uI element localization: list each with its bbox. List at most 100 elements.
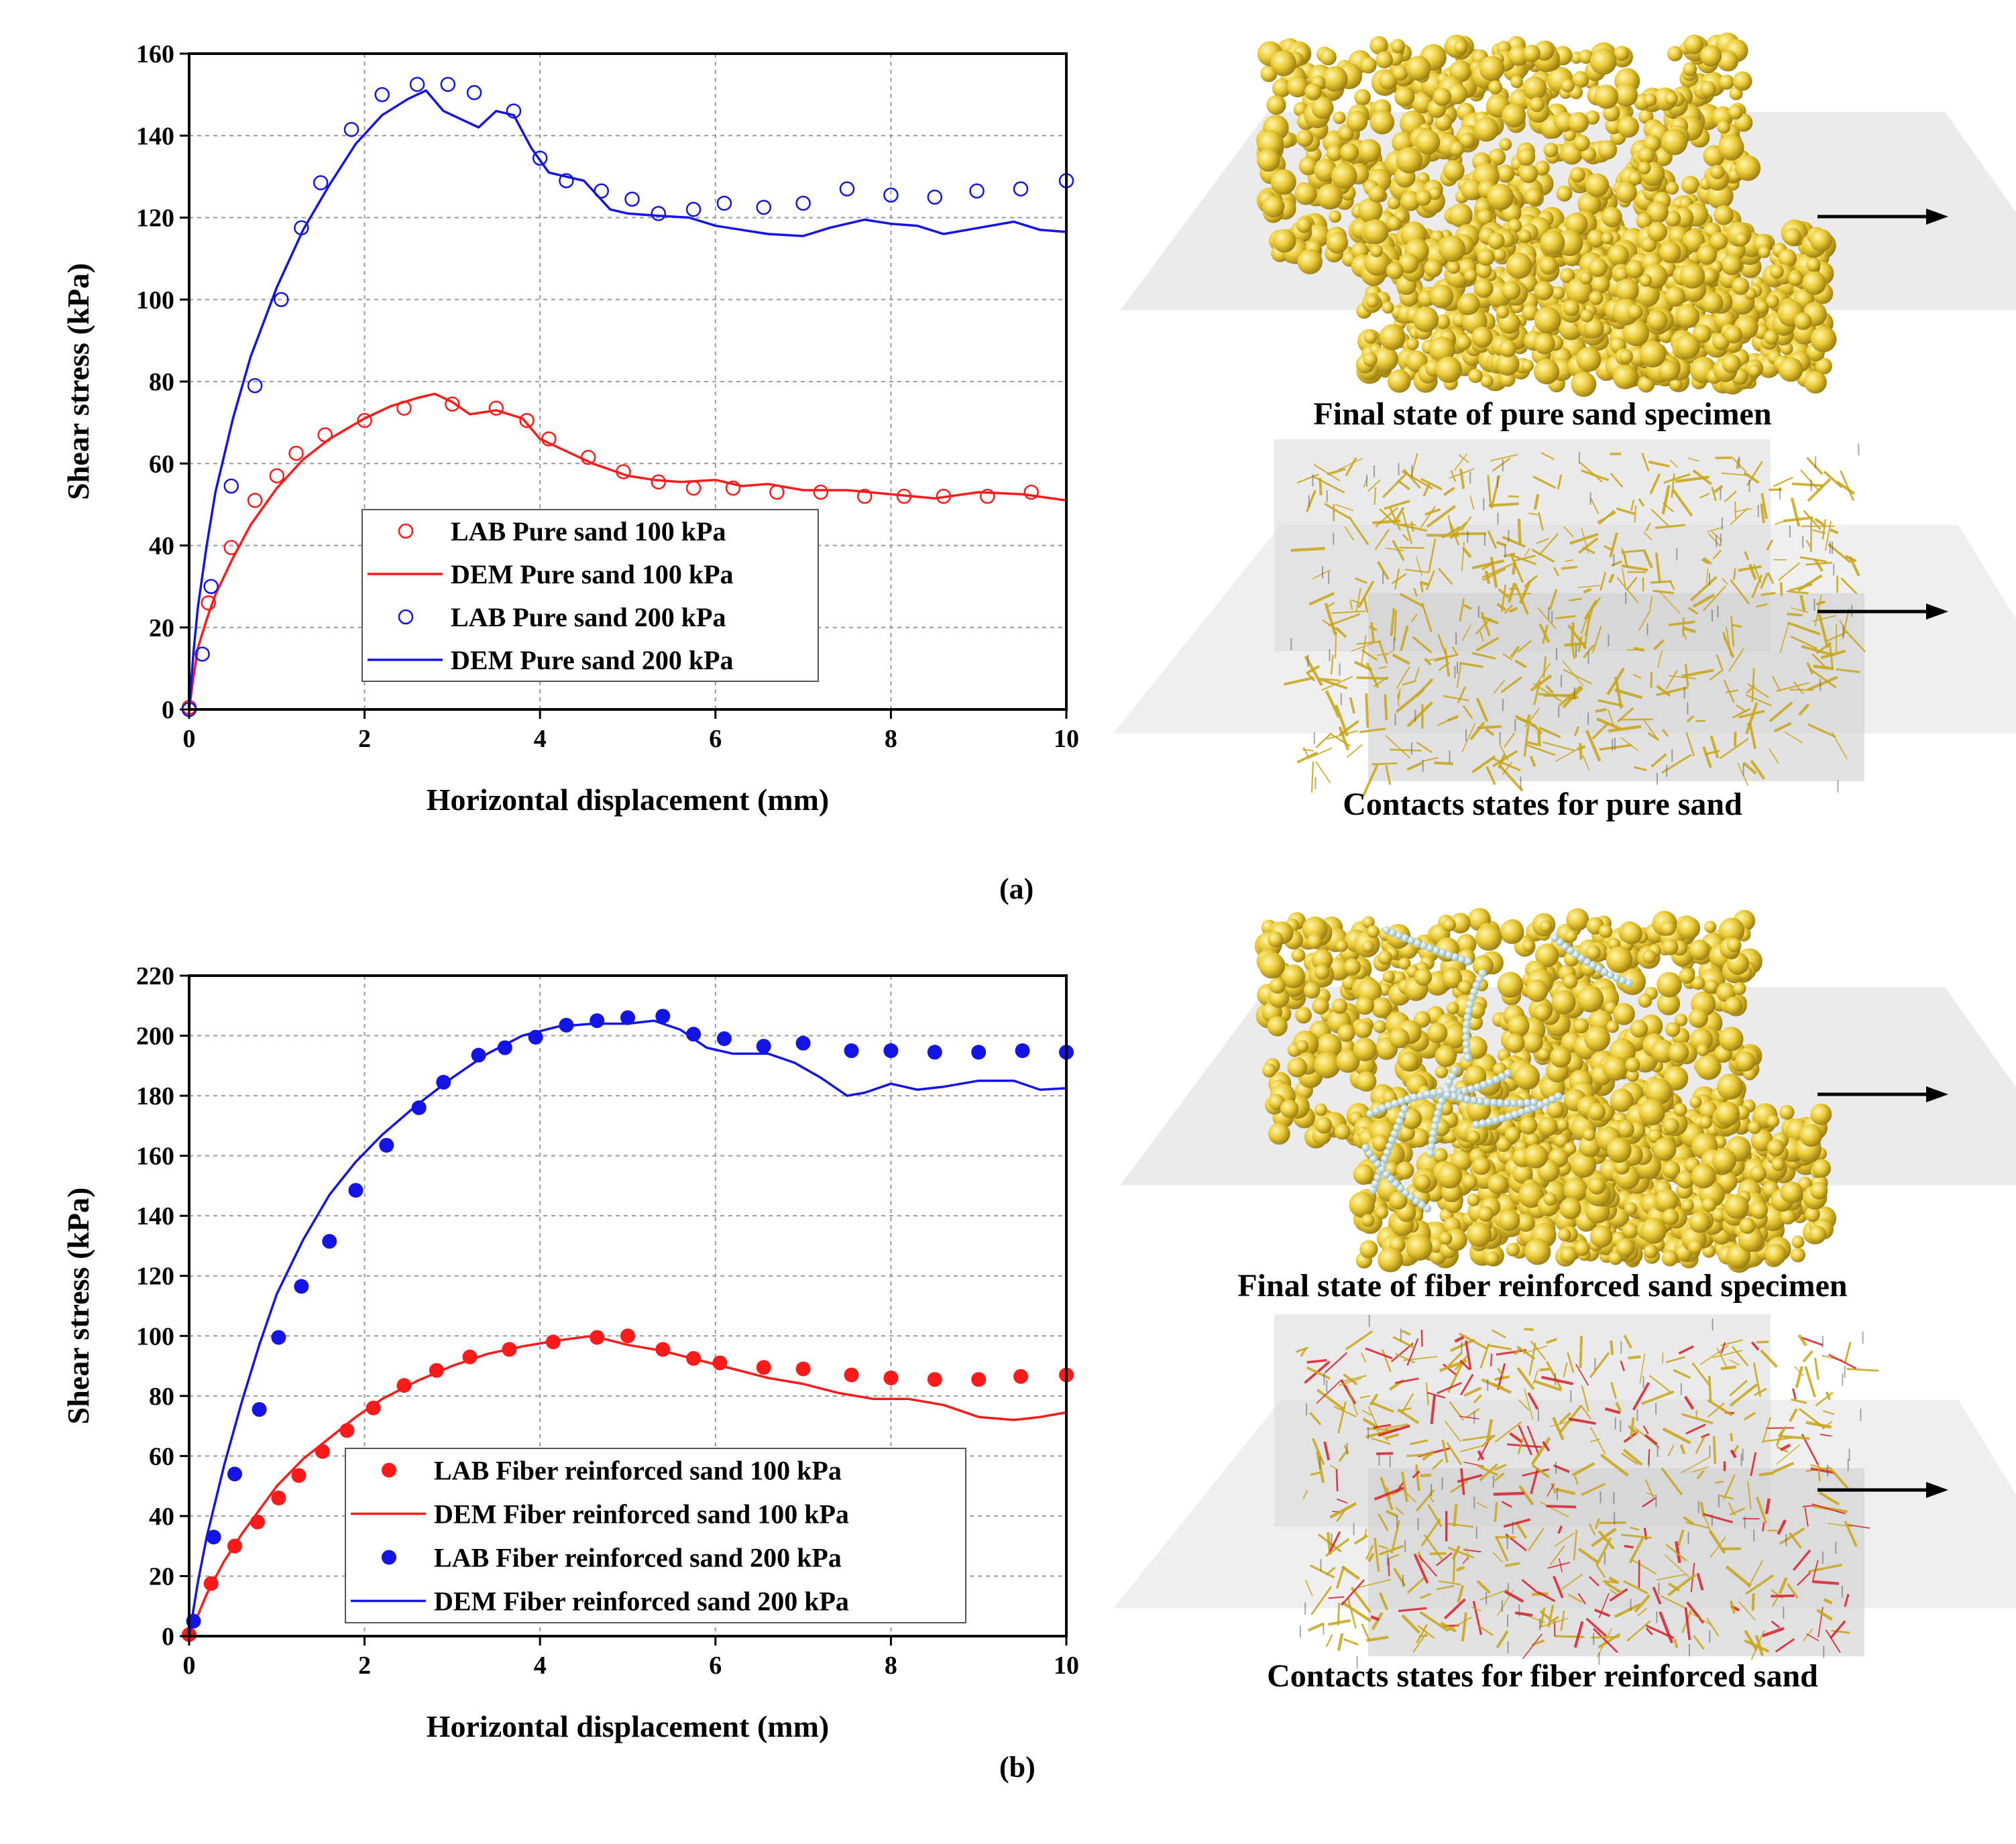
sand-particle: [1815, 357, 1832, 375]
contact-force: [1432, 1458, 1444, 1471]
sand-particle: [1675, 1013, 1688, 1027]
contact-force: [1406, 1453, 1433, 1458]
contact-force: [1714, 485, 1724, 494]
data-point: [756, 1039, 771, 1054]
contact-force: [1618, 718, 1653, 721]
contact-force: [1453, 1503, 1458, 1527]
sand-particle: [1658, 360, 1680, 382]
contact-force: [1836, 480, 1856, 496]
fiber-bead: [1394, 931, 1403, 940]
contact-force: [1327, 1531, 1341, 1555]
contact-force: [1399, 592, 1425, 608]
sand-particle: [1594, 84, 1619, 109]
contact-force: [1669, 580, 1675, 590]
sand-particle: [1691, 1163, 1716, 1189]
contact-force: [1309, 1411, 1322, 1426]
contact-force: [1533, 680, 1541, 705]
contact-force: [1490, 1353, 1493, 1367]
sand-particle: [1669, 378, 1683, 391]
contact-force: [1607, 709, 1615, 728]
sand-particle: [1398, 253, 1419, 274]
sand-particle: [1627, 304, 1643, 320]
contact-force: [1732, 707, 1751, 719]
sand-particle: [1506, 252, 1532, 279]
sand-particle: [1406, 1234, 1433, 1261]
contact-force: [1778, 1577, 1788, 1595]
sand-particle: [1302, 916, 1328, 942]
sand-particle: [1314, 1103, 1327, 1116]
fiber-bead: [1404, 1095, 1412, 1104]
contact-force: [1786, 590, 1809, 595]
contact-force: [1720, 1365, 1737, 1371]
contact-force: [1414, 667, 1420, 681]
sand-particle: [1806, 257, 1821, 272]
contact-force: [1632, 1381, 1650, 1411]
contact-force: [1628, 1536, 1645, 1564]
contact-force: [1692, 469, 1712, 485]
contact-force: [1338, 1377, 1362, 1387]
contact-force: [1378, 1592, 1389, 1611]
contact-force: [1347, 1598, 1357, 1629]
contact-force: [1362, 1418, 1378, 1429]
sand-particle: [1643, 93, 1657, 107]
contact-force: [1443, 695, 1469, 701]
sand-particle: [1712, 1148, 1736, 1173]
fiber-bead: [1492, 1116, 1500, 1125]
fiber-bead: [1428, 1136, 1437, 1145]
sphere-cloud: [1256, 32, 1837, 397]
legend-entry: DEM Pure sand 200 kPa: [451, 645, 734, 675]
contact-force: [1307, 747, 1333, 760]
sand-particle: [1464, 1036, 1488, 1059]
contact-force: [1563, 1363, 1568, 1378]
contact-force: [1722, 577, 1728, 585]
contact-force: [1846, 1368, 1879, 1372]
fiber-bead: [1594, 964, 1603, 973]
fiber-sand-final-state-image: [1120, 908, 2016, 1273]
fiber-bead: [1391, 1099, 1400, 1108]
contact-force: [1353, 1534, 1369, 1545]
sand-particle: [1378, 950, 1392, 965]
pure-sand-final-state-image: [1120, 32, 2016, 397]
sand-particle: [1755, 300, 1769, 314]
sand-particle: [1461, 178, 1483, 200]
contact-force: [1416, 1623, 1428, 1644]
sand-particle: [1665, 1022, 1681, 1037]
contact-force: [1494, 1421, 1522, 1443]
sand-particle: [1638, 994, 1653, 1008]
contact-force: [1794, 1366, 1804, 1377]
sand-particle: [1343, 958, 1361, 976]
contact-force: [1567, 1593, 1583, 1603]
sand-particle: [1296, 129, 1314, 147]
sand-particle: [1499, 137, 1512, 151]
contact-force: [1667, 1444, 1675, 1457]
sand-particle: [1803, 370, 1827, 394]
contact-force: [1679, 1444, 1686, 1454]
fiber-bead: [1443, 1091, 1452, 1099]
contact-force: [1806, 662, 1814, 675]
sand-particle: [1439, 1232, 1453, 1245]
fiber-bead: [1504, 1112, 1513, 1120]
contact-force: [1498, 754, 1506, 769]
sand-particle: [1551, 990, 1576, 1015]
contact-force: [1337, 1603, 1341, 1626]
contact-force: [1683, 1395, 1695, 1410]
contact-force: [1344, 526, 1355, 540]
sand-particle: [1647, 221, 1668, 242]
contact-force: [1648, 1375, 1672, 1393]
data-point: [795, 1035, 811, 1051]
sand-particle: [1406, 337, 1419, 351]
contact-force: [1415, 678, 1434, 697]
contact-force: [1367, 1552, 1375, 1562]
contact-force: [1824, 520, 1832, 551]
sand-particle: [1565, 929, 1577, 943]
contact-force: [1508, 607, 1518, 613]
sand-particle: [1357, 139, 1382, 163]
contact-force: [1426, 1391, 1446, 1399]
fiber-bead: [1492, 1076, 1500, 1084]
contact-force: [1420, 506, 1437, 528]
contact-force: [1538, 693, 1572, 698]
sand-particle: [1663, 1161, 1681, 1179]
contact-force: [1813, 665, 1834, 671]
contact-force: [1630, 1526, 1640, 1531]
sand-particle: [1577, 192, 1602, 216]
